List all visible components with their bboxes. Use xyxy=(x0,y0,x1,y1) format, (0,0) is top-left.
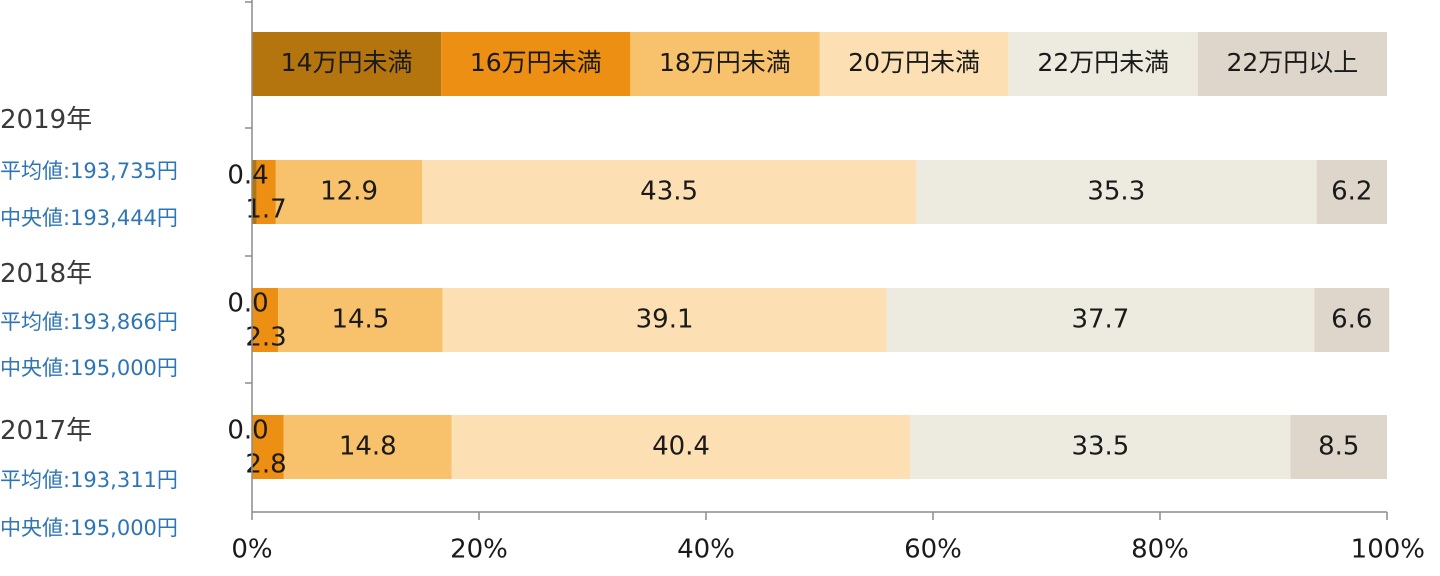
data-label-2-0: 0.0 xyxy=(227,416,268,446)
row-label-2018: 2018年 xyxy=(0,259,93,289)
legend-label-4: 22万円未満 xyxy=(1037,48,1169,77)
legend-swatch-0 xyxy=(252,32,442,96)
data-label-0-5: 6.2 xyxy=(1331,177,1372,207)
bar-2-3 xyxy=(451,415,911,479)
row-mean-2017: 平均値:193,311円 xyxy=(0,468,178,492)
bar-1-5 xyxy=(1314,288,1390,352)
data-label-1-3: 39.1 xyxy=(636,305,694,335)
bar-2-4 xyxy=(910,415,1291,479)
data-label-1-0: 0.0 xyxy=(227,289,268,319)
legend-label-1: 16万円未満 xyxy=(470,48,602,77)
data-label-1-5: 6.6 xyxy=(1331,305,1372,335)
data-label-1-4: 37.7 xyxy=(1071,305,1129,335)
bar-0-3 xyxy=(422,160,916,224)
data-label-0-4: 35.3 xyxy=(1087,177,1145,207)
data-label-2-4: 33.5 xyxy=(1071,432,1129,462)
bar-1-2 xyxy=(278,288,443,352)
legend-swatch-3 xyxy=(819,32,1009,96)
legend-swatch-1 xyxy=(441,32,631,96)
x-tick-label-4: 80% xyxy=(1131,535,1189,565)
row-mean-2019: 平均値:193,735円 xyxy=(0,159,178,183)
x-tick-label-1: 20% xyxy=(450,535,508,565)
x-tick-label-0: 0% xyxy=(231,535,272,565)
bar-0-5 xyxy=(1316,160,1387,224)
x-tick-label-3: 60% xyxy=(904,535,962,565)
row-label-2019: 2019年 xyxy=(0,105,93,135)
data-label-2-3: 40.4 xyxy=(652,432,710,462)
legend-label-2: 18万円未満 xyxy=(659,48,791,77)
bar-1-4 xyxy=(886,288,1315,352)
bar-1-1 xyxy=(252,288,279,352)
bar-0-4 xyxy=(915,160,1317,224)
data-label-2-2: 14.8 xyxy=(339,432,397,462)
row-median-2017: 中央値:195,000円 xyxy=(0,516,178,540)
row-median-2018: 中央値:195,000円 xyxy=(0,356,178,380)
data-label-2-5: 8.5 xyxy=(1318,432,1359,462)
bar-0-1 xyxy=(256,160,276,224)
row-label-2017: 2017年 xyxy=(0,416,93,446)
bar-0-0 xyxy=(252,160,257,224)
row-median-2019: 中央値:193,444円 xyxy=(0,206,178,230)
legend-swatch-5 xyxy=(1197,32,1387,96)
bar-2-2 xyxy=(283,415,452,479)
x-tick-label-5: 100% xyxy=(1351,535,1425,565)
row-mean-2018: 平均値:193,866円 xyxy=(0,310,178,334)
data-label-0-2: 12.9 xyxy=(320,177,378,207)
x-tick-label-2: 40% xyxy=(677,535,735,565)
data-label-0-3: 43.5 xyxy=(640,177,698,207)
bar-2-1 xyxy=(252,415,284,479)
data-label-0-0: 0.4 xyxy=(227,161,268,191)
legend-label-5: 22万円以上 xyxy=(1227,48,1359,77)
legend-label-0: 14万円未満 xyxy=(281,48,413,77)
legend-swatch-2 xyxy=(630,32,820,96)
bar-2-5 xyxy=(1290,415,1387,479)
bar-1-3 xyxy=(442,288,887,352)
legend-swatch-4 xyxy=(1008,32,1198,96)
data-label-1-2: 14.5 xyxy=(331,305,389,335)
legend-label-3: 20万円未満 xyxy=(848,48,980,77)
bar-0-2 xyxy=(275,160,423,224)
